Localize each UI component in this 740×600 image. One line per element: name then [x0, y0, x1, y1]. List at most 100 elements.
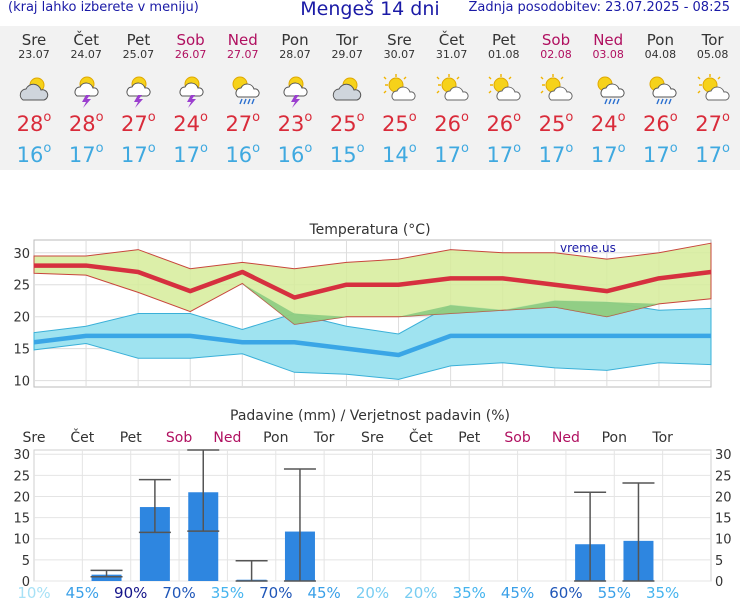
max-temperature: 25o [538, 110, 574, 136]
y-tick-label: 25 [13, 279, 30, 294]
day-date: 23.07 [18, 48, 50, 61]
y-tick-label-right: 5 [715, 554, 723, 569]
min-temperature: 16o [277, 141, 313, 167]
day-date: 27.07 [227, 48, 259, 61]
probability-label: 60% [549, 584, 582, 600]
precipitation-chart: Padavine (mm) / Verjetnost padavin (%) 0… [13, 408, 732, 600]
day-column: Pon 28.07 [269, 32, 321, 61]
y-tick-label-right: 25 [715, 469, 732, 484]
y-tick-label: 10 [13, 533, 30, 548]
x-tick-label: Pet [120, 430, 143, 446]
x-tick-label: Čet [70, 428, 94, 446]
max-temperature: 26o [434, 110, 469, 136]
precipitation-bar [91, 574, 122, 581]
partly-cloudy-icon [328, 72, 368, 106]
day-date: 05.08 [696, 48, 729, 61]
day-column: Pet 25.07 [112, 32, 164, 61]
day-name: Tor [336, 31, 359, 49]
min-temperature: 16o [225, 141, 261, 167]
y-tick-label: 25 [13, 469, 30, 484]
mostly-sunny-icon [433, 72, 473, 106]
min-temperature: 17o [434, 141, 469, 167]
day-date: 25.07 [122, 48, 155, 61]
day-date: 28.07 [279, 48, 311, 61]
day-date: 26.07 [174, 48, 207, 61]
min-temperature: 17o [121, 141, 156, 167]
x-tick-label: Pon [263, 430, 288, 446]
probability-label: 35% [646, 584, 679, 600]
day-date: 04.08 [644, 48, 677, 61]
max-temperature: 26o [486, 110, 522, 136]
max-temperature: 24o [590, 110, 626, 136]
max-temperature: 23o [277, 110, 313, 136]
thunderstorm-sun-icon [276, 72, 316, 108]
x-tick-label: Sre [23, 430, 46, 446]
mostly-sunny-icon [537, 72, 577, 106]
day-column: Ned 27.07 [217, 32, 269, 61]
day-name: Ned [227, 31, 258, 49]
max-temperature-line [34, 263, 712, 300]
max-temperature: 27o [225, 110, 261, 136]
day-name: Ned [593, 31, 624, 49]
min-temperature: 14o [382, 141, 417, 167]
y-tick-label: 20 [13, 311, 30, 326]
probability-label: 35% [211, 584, 244, 600]
probability-label: 35% [453, 584, 486, 600]
max-temperature: 28o [68, 110, 104, 136]
day-date: 03.08 [592, 48, 624, 61]
probability-label: 45% [307, 584, 340, 600]
thunderstorm-sun-icon [67, 72, 107, 108]
probability-label: 90% [114, 584, 147, 600]
min-temperature: 17o [68, 141, 104, 167]
min-temperature-band [33, 300, 712, 380]
day-column: Pon 04.08 [634, 32, 686, 61]
min-temperature: 17o [173, 141, 208, 167]
min-temperature: 16o [16, 141, 52, 167]
rain-sun-icon [589, 72, 629, 106]
max-temperature: 25o [329, 110, 365, 136]
rain-sun-icon [224, 72, 264, 106]
x-tick-label: Tor [651, 430, 673, 446]
day-date: 29.07 [331, 48, 363, 61]
last-update: Zadnja posodobitev: 23.07.2025 - 08:25 [468, 0, 730, 15]
x-tick-label: Sob [166, 430, 192, 446]
mostly-sunny-icon [694, 72, 734, 106]
probability-label: 70% [259, 584, 292, 600]
max-temperature: 27o [121, 110, 156, 136]
probability-label: 20% [404, 584, 437, 600]
y-tick-label: 0 [22, 575, 30, 590]
partly-cloudy-icon [15, 72, 55, 106]
day-date: 02.08 [540, 48, 572, 61]
x-tick-label: Pon [602, 430, 627, 446]
y-tick-label-right: 15 [715, 512, 732, 527]
temperature-chart-title: Temperatura (°C) [308, 222, 430, 238]
probability-label: 10% [17, 584, 50, 600]
y-tick-label: 10 [13, 375, 30, 390]
x-tick-label: Tor [313, 430, 335, 446]
min-temperature: 15o [329, 141, 365, 167]
x-tick-label: Sre [361, 430, 384, 446]
day-name: Sob [176, 31, 205, 49]
x-tick-label: Pet [458, 430, 481, 446]
y-tick-label: 30 [13, 448, 30, 463]
x-tick-label: Čet [409, 428, 433, 446]
day-name: Sre [387, 31, 412, 49]
y-tick-label: 15 [13, 512, 30, 527]
mostly-sunny-icon [380, 72, 420, 106]
day-column: Tor 29.07 [321, 32, 373, 61]
x-tick-label: Sob [504, 430, 530, 446]
day-column: Ned 03.08 [582, 32, 634, 61]
day-name: Čet [438, 31, 465, 49]
y-tick-label-right: 20 [715, 490, 732, 505]
mostly-sunny-icon [485, 72, 525, 106]
probability-label: 45% [66, 584, 99, 600]
min-temperature: 17o [590, 141, 626, 167]
y-tick-label-right: 30 [715, 448, 732, 463]
watermark: vreme.us [560, 241, 616, 255]
y-tick-label: 20 [13, 490, 30, 505]
thunderstorm-sun-icon [119, 72, 159, 108]
y-tick-label-right: 0 [715, 575, 723, 590]
max-temperature: 26o [643, 110, 678, 136]
day-date: 30.07 [383, 48, 416, 61]
x-tick-label: Ned [213, 430, 241, 446]
